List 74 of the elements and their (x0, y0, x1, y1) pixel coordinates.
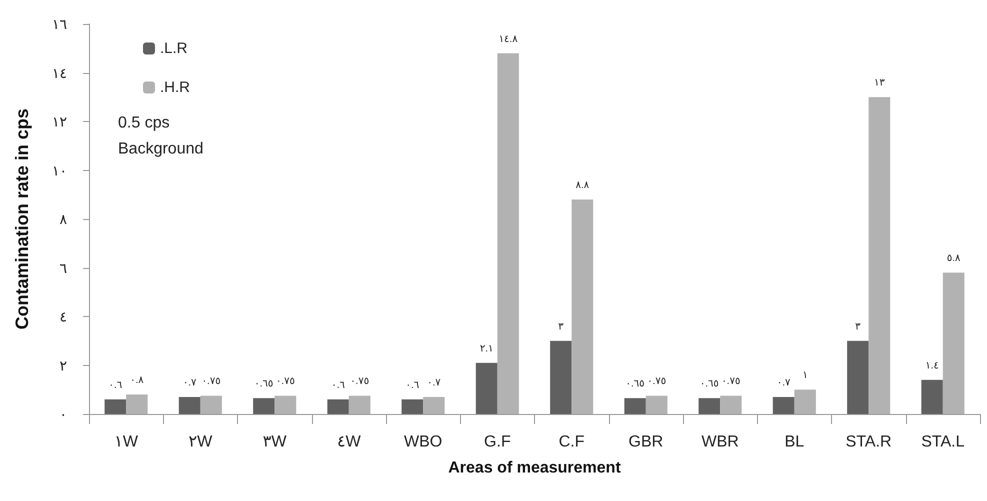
bar (348, 396, 370, 414)
bar (550, 340, 572, 414)
data-label: ٢.١ (480, 343, 494, 354)
y-tick-label: ١٢ (52, 114, 67, 130)
bar (402, 399, 424, 414)
bar (624, 398, 646, 414)
bar (772, 396, 794, 414)
bar (847, 340, 869, 414)
bar (698, 398, 720, 414)
y-tick-label: ٦ (59, 260, 67, 276)
bar (253, 398, 275, 414)
data-label: ٠.٧ (776, 377, 791, 388)
data-label: ٠.٧٥ (350, 376, 370, 388)
data-label: ٠.٧٥ (721, 376, 740, 388)
y-tick-label: ١٠ (52, 162, 67, 178)
data-label: ١٣ (874, 78, 886, 89)
x-tick-label: ٣W (262, 434, 288, 450)
bar (921, 380, 943, 414)
data-label: ٠.٦ (331, 380, 345, 391)
annotation: 0.5 cps Background (118, 114, 204, 158)
bar (720, 396, 742, 414)
x-axis-title: Areas of measurement (448, 460, 622, 476)
y-tick-label: ٢ (59, 357, 67, 374)
bar (104, 399, 126, 414)
bar (476, 362, 498, 414)
bar (274, 396, 296, 414)
y-tick-label: ٤ (59, 308, 67, 324)
y-tick-label: ٨ (59, 211, 68, 227)
data-label: ٠.٧٥ (647, 376, 666, 388)
data-label: ١ (802, 370, 808, 382)
bar (497, 53, 519, 414)
bar (200, 396, 222, 414)
y-tick-label: ١٤ (52, 64, 67, 81)
data-label: ٠.٧ (182, 377, 197, 388)
data-label: ٠.٧٥ (276, 376, 295, 388)
x-tick-label: GBR (628, 434, 664, 450)
bar (126, 394, 148, 414)
data-label: ٠.٦٥ (700, 378, 719, 390)
data-label: ٠.٦٥ (626, 378, 645, 390)
x-tick-label: ٤W (337, 434, 362, 450)
data-label: ١.٤ (925, 360, 939, 372)
data-label: ٠.٦ (108, 380, 122, 391)
x-tick-label: C.F (558, 434, 585, 450)
x-tick-label: ٢W (188, 434, 214, 450)
data-label: ٣ (855, 321, 862, 332)
bar (178, 396, 200, 414)
y-tick-label: ٠ (59, 406, 67, 422)
legend-label: .H.R (160, 79, 190, 96)
y-axis-title: Contamination rate in cps (12, 108, 32, 330)
x-tick-label: STA.R (846, 434, 892, 450)
y-tick-label: ١٦ (52, 16, 67, 32)
x-tick-label: STA.L (921, 434, 965, 450)
x-tick-label: BL (784, 434, 804, 450)
data-label: ٠.٦ (406, 380, 420, 391)
data-label: ٣ (558, 321, 564, 332)
bar (868, 97, 890, 414)
bar (423, 396, 445, 414)
data-label: ٠.٧ (427, 377, 442, 388)
data-label: ٥.٨ (946, 253, 962, 264)
bar (794, 390, 816, 414)
x-tick-label: WBO (404, 434, 442, 450)
data-label: ١٤.٨ (498, 34, 518, 45)
data-label: ٠.٧٥ (202, 376, 221, 388)
data-label: ٠.٨ (130, 375, 144, 386)
x-tick-label: G.F (484, 434, 511, 450)
data-label: ٠.٦٥ (254, 378, 274, 390)
x-tick-label: WBR (701, 434, 739, 450)
bar (572, 200, 594, 414)
x-tick-label: ١W (114, 434, 139, 450)
bar (942, 272, 964, 414)
bar (327, 399, 349, 414)
bar (646, 396, 668, 414)
data-label: ٨.٨ (576, 180, 590, 191)
legend-label: .L.R (160, 40, 188, 57)
